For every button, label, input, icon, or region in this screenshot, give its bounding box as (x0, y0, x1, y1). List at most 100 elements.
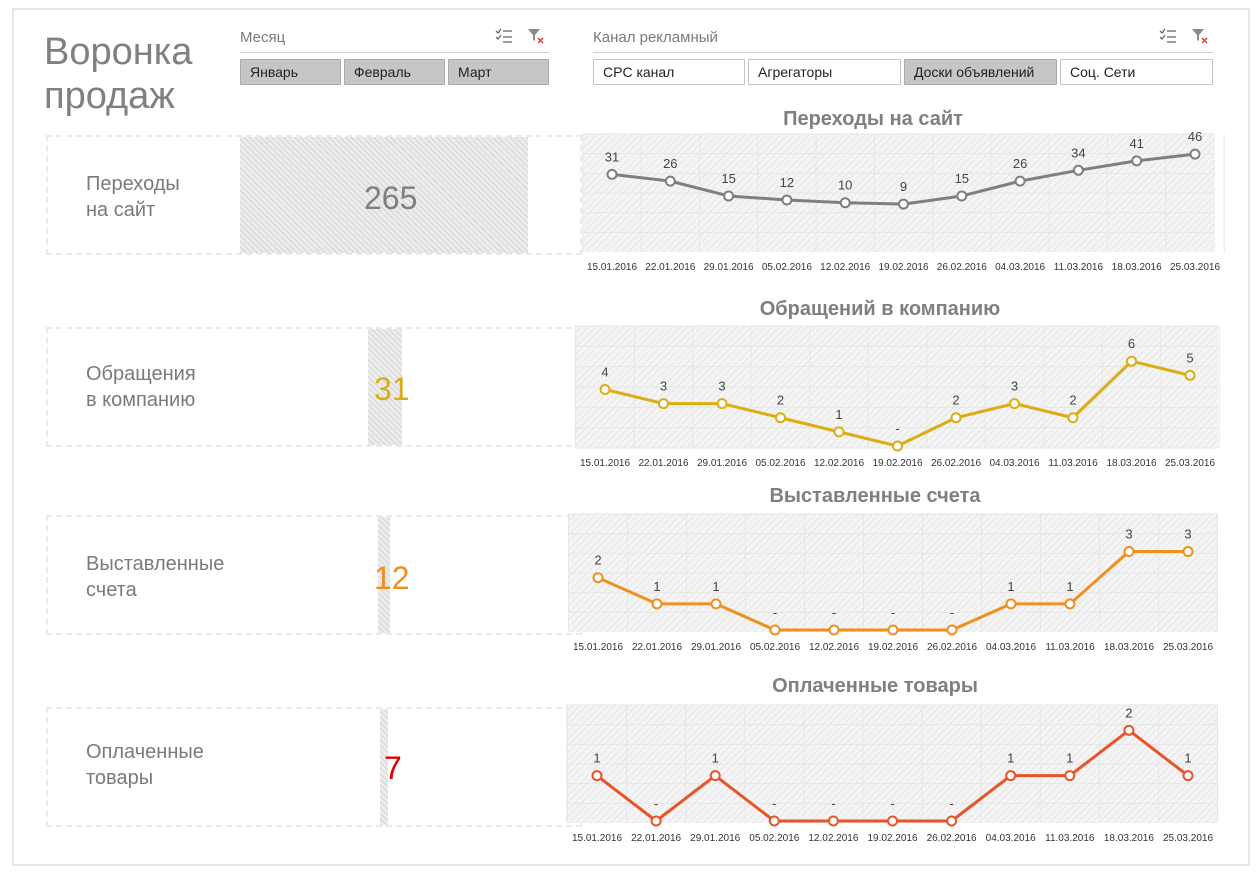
data-point[interactable] (1005, 598, 1017, 610)
data-point[interactable] (1005, 770, 1017, 782)
data-point[interactable] (709, 770, 721, 782)
month-filter-march[interactable]: Март (448, 59, 549, 85)
x-tick-label: 12.02.2016 (820, 262, 870, 273)
data-label: - (773, 605, 777, 620)
data-point[interactable] (591, 770, 603, 782)
data-point[interactable] (1182, 770, 1194, 782)
page-title-line2: продаж (44, 75, 175, 117)
data-point[interactable] (898, 198, 909, 210)
month-filter-january[interactable]: Январь (240, 59, 341, 85)
data-point[interactable] (950, 412, 962, 424)
data-point[interactable] (1189, 148, 1201, 160)
dashboard-frame (12, 8, 1250, 866)
x-tick-label: 12.02.2016 (814, 458, 864, 469)
data-point[interactable] (828, 624, 840, 636)
data-label: 1 (712, 751, 719, 766)
data-point[interactable] (1131, 155, 1143, 167)
multi-select-icon[interactable] (1159, 28, 1177, 44)
data-point[interactable] (768, 815, 780, 827)
x-tick-label: 25.03.2016 (1165, 458, 1215, 469)
data-point[interactable] (1072, 164, 1084, 176)
chart-title-invoices: Выставленные счета (769, 485, 981, 507)
clear-filter-icon[interactable] (527, 28, 545, 44)
data-point[interactable] (775, 412, 786, 424)
kpi-value: 7 (384, 750, 402, 786)
x-tick-label: 15.01.2016 (572, 833, 622, 844)
channel-slicer-title: Канал рекламный (593, 29, 718, 46)
x-tick-label: 19.02.2016 (868, 642, 918, 653)
data-point[interactable] (650, 815, 662, 827)
data-point[interactable] (833, 426, 845, 438)
data-point[interactable] (892, 440, 903, 452)
data-point[interactable] (599, 383, 611, 395)
data-label: - (772, 796, 776, 811)
data-point[interactable] (723, 190, 735, 202)
kpi-bar (240, 137, 528, 253)
data-point[interactable] (781, 194, 793, 206)
data-point[interactable] (1064, 598, 1076, 610)
x-tick-label: 22.01.2016 (645, 262, 695, 273)
data-point[interactable] (887, 624, 899, 636)
data-label: 46 (1188, 129, 1202, 144)
data-point[interactable] (1064, 770, 1076, 782)
clear-filter-icon[interactable] (1191, 28, 1209, 44)
data-point[interactable] (956, 190, 968, 202)
data-label: - (950, 605, 954, 620)
channel-filter-aggregators[interactable]: Агрегаторы (748, 59, 901, 85)
kpi-card-inquiries: Обращения в компанию 31 (46, 327, 582, 447)
x-tick-label: 04.03.2016 (989, 458, 1039, 469)
data-point[interactable] (946, 815, 958, 827)
x-tick-label: 18.03.2016 (1112, 262, 1162, 273)
multi-select-icon[interactable] (495, 28, 513, 44)
data-point[interactable] (1184, 369, 1196, 381)
data-point[interactable] (827, 815, 839, 827)
data-point[interactable] (1067, 412, 1079, 424)
x-tick-label: 18.03.2016 (1104, 833, 1154, 844)
month-filter-february[interactable]: Февраль (344, 59, 445, 85)
data-point[interactable] (839, 197, 851, 209)
data-point[interactable] (769, 624, 781, 636)
kpi-label-line1: Обращения (86, 363, 196, 385)
data-point[interactable] (887, 815, 898, 827)
x-tick-label: 04.03.2016 (986, 833, 1036, 844)
data-point[interactable] (1126, 355, 1137, 367)
month-slicer-icons (495, 28, 545, 44)
data-point[interactable] (1182, 546, 1194, 558)
kpi-card-invoices: Выставленные счета 12 (46, 515, 582, 635)
data-point[interactable] (716, 398, 728, 410)
channel-filter-social[interactable]: Соц. Сети (1060, 59, 1213, 85)
x-tick-label: 15.01.2016 (573, 642, 623, 653)
data-label: 26 (1013, 156, 1027, 171)
line-chart-paid: 1 15.01.2016 - 22.01.2016 1 29.01.2016 - 05.02.… (566, 704, 1219, 844)
line-chart-invoices: 2 15.01.2016 1 22.01.2016 1 29.01.2016 - 05.02.… (568, 513, 1218, 653)
x-tick-label: 12.02.2016 (809, 642, 859, 653)
data-point[interactable] (946, 624, 958, 636)
line-chart-visits: 31 15.01.2016 26 22.01.2016 15 29.01.2016 12 05… (582, 129, 1225, 273)
data-point[interactable] (658, 398, 669, 410)
data-point[interactable] (1009, 398, 1020, 410)
data-label: 1 (1007, 579, 1014, 594)
data-point[interactable] (664, 175, 676, 187)
kpi-value: 31 (374, 371, 410, 407)
data-point[interactable] (651, 598, 663, 610)
x-tick-label: 05.02.2016 (750, 642, 800, 653)
data-point[interactable] (1123, 546, 1135, 558)
data-point[interactable] (1123, 724, 1135, 736)
channel-filter-cpc[interactable]: CPC канал (593, 59, 745, 85)
data-label: 3 (660, 379, 667, 394)
x-tick-label: 26.02.2016 (927, 833, 977, 844)
gridlines (575, 325, 1220, 449)
data-point[interactable] (592, 572, 604, 584)
data-point[interactable] (606, 168, 618, 180)
channel-filter-classifieds[interactable]: Доски объявлений (904, 59, 1057, 85)
x-tick-label: 25.03.2016 (1170, 262, 1220, 273)
gridlines (582, 133, 1225, 252)
x-tick-label: 12.02.2016 (808, 833, 858, 844)
data-point[interactable] (710, 598, 722, 610)
data-label: 9 (900, 179, 907, 194)
data-label: - (895, 421, 899, 436)
x-tick-label: 22.01.2016 (638, 458, 688, 469)
x-tick-label: 19.02.2016 (878, 262, 928, 273)
chart-title-visits: Переходы на сайт (783, 108, 963, 130)
data-point[interactable] (1014, 175, 1026, 187)
